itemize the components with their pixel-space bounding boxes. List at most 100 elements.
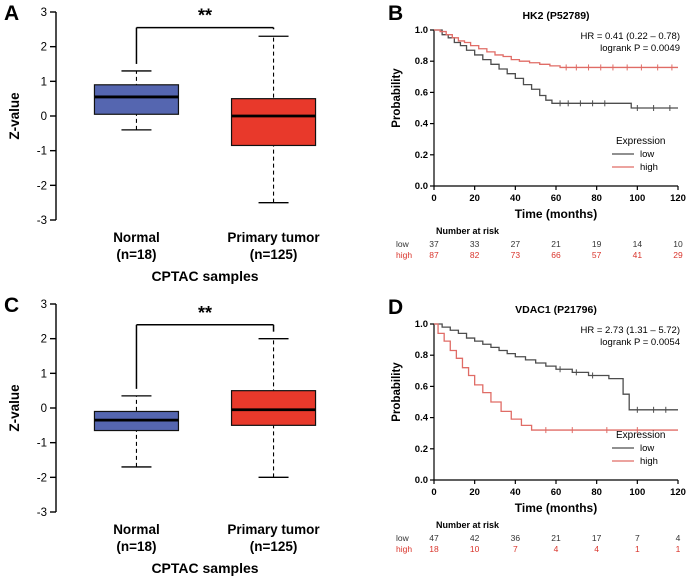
svg-text:29: 29: [673, 250, 683, 260]
boxplot-cptac-normal-vs-tumor-c: -3 -2 -1 0 1 2 3 Z-value Normal (n=18) Primary tum…: [7, 299, 320, 576]
svg-text:7: 7: [635, 533, 640, 543]
svg-text:60: 60: [551, 193, 562, 204]
svg-text:27: 27: [511, 239, 521, 249]
svg-text:0.4: 0.4: [415, 413, 429, 424]
svg-text:0.0: 0.0: [415, 181, 428, 192]
svg-text:120: 120: [670, 193, 686, 204]
svg-text:0.6: 0.6: [415, 381, 428, 392]
svg-text:2: 2: [41, 334, 47, 346]
svg-text:21: 21: [551, 533, 561, 543]
svg-text:100: 100: [629, 193, 645, 204]
svg-text:80: 80: [591, 487, 602, 498]
svg-text:87: 87: [429, 250, 439, 260]
svg-text:HR = 0.41 (0.22 – 0.78): HR = 0.41 (0.22 – 0.78): [580, 31, 680, 42]
svg-text:-3: -3: [37, 215, 47, 227]
svg-text:66: 66: [551, 250, 561, 260]
svg-text:Z-value: Z-value: [7, 92, 22, 140]
svg-text:Expression: Expression: [616, 136, 665, 147]
svg-text:Z-value: Z-value: [7, 384, 22, 432]
svg-text:40: 40: [510, 487, 521, 498]
svg-text:Probability: Probability: [391, 362, 403, 422]
svg-text:7: 7: [513, 544, 518, 554]
svg-text:0.2: 0.2: [415, 150, 428, 161]
svg-text:1: 1: [41, 368, 47, 380]
svg-text:CPTAC samples: CPTAC samples: [151, 560, 258, 576]
svg-text:Time (months): Time (months): [515, 207, 597, 221]
svg-text:0.8: 0.8: [415, 350, 428, 361]
svg-text:(n=18): (n=18): [116, 539, 156, 554]
km-survival-plot-hk2: HK2 (P52789) 0.0 0.2 0.4 0.6 0.8 1.0 0 20 40 60 80 1…: [391, 10, 686, 260]
svg-text:3: 3: [41, 299, 47, 311]
svg-text:Number at risk: Number at risk: [436, 226, 500, 236]
svg-text:**: **: [198, 6, 212, 26]
svg-text:1: 1: [635, 544, 640, 554]
svg-text:(n=125): (n=125): [250, 539, 298, 554]
panel-d-km-plot: D VDAC1 (P21796) 0.0 0.2 0.4 0.6 0.8 1.0 0 20 40 6…: [388, 296, 690, 583]
svg-text:73: 73: [511, 250, 521, 260]
panel-a-letter: A: [4, 2, 20, 25]
svg-text:high: high: [640, 456, 658, 467]
svg-text:HR = 2.73 (1.31 – 5.72): HR = 2.73 (1.31 – 5.72): [580, 325, 680, 336]
svg-text:1.0: 1.0: [415, 25, 428, 36]
svg-text:-3: -3: [37, 507, 47, 519]
svg-text:0.8: 0.8: [415, 56, 428, 67]
svg-text:3: 3: [41, 7, 47, 19]
svg-text:Normal: Normal: [113, 522, 160, 537]
svg-text:20: 20: [469, 487, 480, 498]
svg-text:-2: -2: [37, 180, 47, 192]
svg-text:0: 0: [431, 193, 436, 204]
svg-text:-1: -1: [37, 438, 47, 450]
svg-text:60: 60: [551, 487, 562, 498]
svg-text:20: 20: [469, 193, 480, 204]
svg-text:17: 17: [592, 533, 602, 543]
svg-text:VDAC1 (P21796): VDAC1 (P21796): [515, 304, 597, 316]
svg-text:Time (months): Time (months): [515, 501, 597, 515]
svg-text:-1: -1: [37, 146, 47, 158]
svg-text:0: 0: [41, 403, 47, 415]
svg-text:36: 36: [511, 533, 521, 543]
svg-text:33: 33: [470, 239, 480, 249]
svg-text:Primary tumor: Primary tumor: [227, 230, 320, 245]
svg-text:0.4: 0.4: [415, 119, 429, 130]
svg-text:0.6: 0.6: [415, 87, 428, 98]
svg-text:21: 21: [551, 239, 561, 249]
svg-text:logrank P = 0.0054: logrank P = 0.0054: [600, 337, 680, 348]
svg-text:logrank P = 0.0049: logrank P = 0.0049: [600, 43, 680, 54]
svg-text:Expression: Expression: [616, 430, 665, 441]
svg-text:14: 14: [633, 239, 643, 249]
panel-d-letter: D: [388, 296, 404, 319]
svg-text:0: 0: [431, 487, 436, 498]
boxplot-cptac-normal-vs-tumor-a: -3 -2 -1 0 1 2 3 Z-value Normal (n=18) Primary tum…: [7, 6, 320, 284]
svg-text:high: high: [640, 162, 658, 173]
svg-text:(n=18): (n=18): [116, 247, 156, 262]
svg-text:high: high: [396, 250, 412, 260]
panel-b-letter: B: [388, 2, 404, 25]
svg-text:1.0: 1.0: [415, 319, 428, 330]
svg-text:80: 80: [591, 193, 602, 204]
svg-text:10: 10: [673, 239, 683, 249]
svg-text:10: 10: [470, 544, 480, 554]
svg-text:4: 4: [676, 533, 681, 543]
svg-text:(n=125): (n=125): [250, 247, 298, 262]
svg-text:57: 57: [592, 250, 602, 260]
svg-text:-2: -2: [37, 472, 47, 484]
svg-text:37: 37: [429, 239, 439, 249]
svg-text:1: 1: [41, 76, 47, 88]
svg-text:120: 120: [670, 487, 686, 498]
panel-c-boxplot: C -3 -2 -1 0 1 2 3 Z-value Normal (n=18) Primary t…: [4, 294, 370, 583]
svg-text:0: 0: [41, 111, 47, 123]
svg-text:Primary tumor: Primary tumor: [227, 522, 320, 537]
svg-text:HK2 (P52789): HK2 (P52789): [522, 10, 589, 22]
panel-a-boxplot: A -3 -2 -1 0 1 2 3 Z-value Normal (n=18) Primary t…: [4, 2, 370, 292]
panel-c-letter: C: [4, 294, 20, 317]
svg-text:high: high: [396, 544, 412, 554]
svg-text:low: low: [396, 533, 410, 543]
svg-text:18: 18: [429, 544, 439, 554]
svg-text:4: 4: [554, 544, 559, 554]
svg-text:41: 41: [633, 250, 643, 260]
svg-text:2: 2: [41, 42, 47, 54]
svg-text:CPTAC samples: CPTAC samples: [151, 268, 258, 284]
svg-text:19: 19: [592, 239, 602, 249]
svg-text:low: low: [640, 149, 654, 160]
